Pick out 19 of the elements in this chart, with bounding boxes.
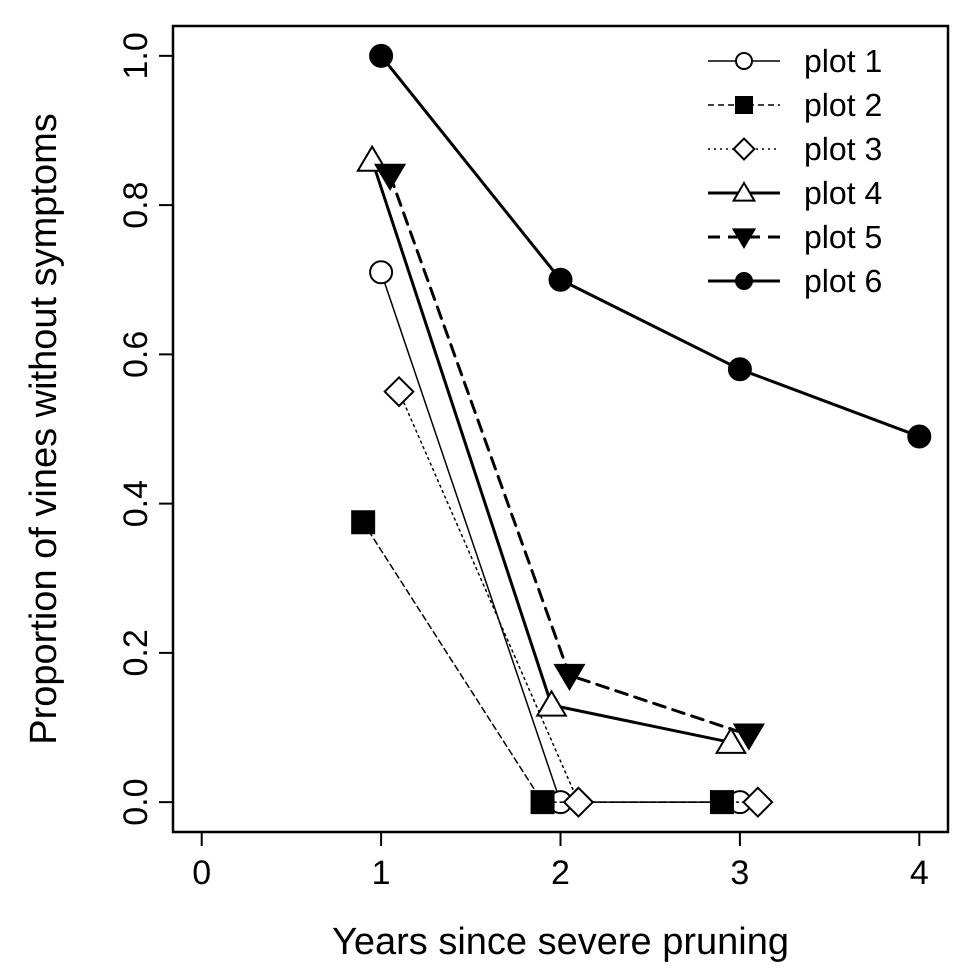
x-tick-label: 4 [910, 854, 929, 892]
y-tick-label: 0.6 [117, 330, 155, 378]
legend-label: plot 5 [804, 219, 882, 255]
legend-label: plot 6 [804, 263, 882, 299]
y-tick-label: 0.4 [117, 480, 155, 528]
x-axis-title: Years since severe pruning [332, 921, 789, 963]
x-tick-label: 0 [192, 854, 212, 892]
x-tick-label: 1 [372, 854, 391, 892]
legend-label: plot 1 [804, 43, 882, 79]
y-tick-label: 1.0 [117, 32, 155, 80]
legend-label: plot 4 [804, 175, 882, 211]
legend-label: plot 3 [804, 131, 882, 167]
y-tick-label: 0.8 [117, 181, 155, 229]
y-axis-title: Proportion of vines without symptoms [23, 113, 65, 745]
x-tick-label: 2 [551, 854, 570, 892]
x-tick-label: 3 [730, 854, 750, 892]
legend-label: plot 2 [804, 87, 882, 123]
y-tick-label: 0.0 [117, 778, 155, 826]
y-tick-label: 0.2 [117, 629, 155, 677]
